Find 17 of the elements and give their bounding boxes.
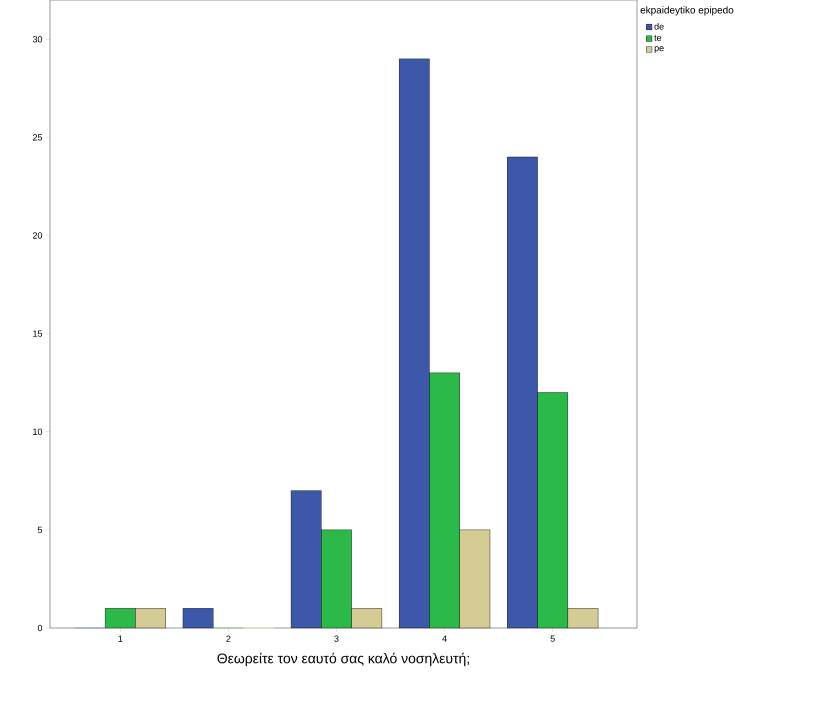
x-axis-title: Θεωρείτε τον εαυτό σας καλό νοσηλευτή; [217, 652, 469, 666]
y-tick-label: 30 [32, 36, 42, 42]
x-tick-label: 2 [226, 636, 230, 642]
legend-label: de [654, 23, 664, 30]
y-tick-label: 25 [32, 134, 42, 141]
y-tick-label: 15 [33, 330, 42, 337]
legend-label: te [654, 34, 662, 41]
y-tick-label: 0 [38, 624, 42, 632]
x-tick-label: 3 [334, 636, 339, 642]
y-tick-label: 10 [33, 428, 42, 435]
y-tick-label: 5 [38, 526, 42, 534]
legend-title: ekpaideytiko epipedo [640, 6, 734, 16]
legend-label: pe [654, 46, 664, 53]
x-tick-label: 4 [442, 636, 447, 642]
y-tick-label: 20 [32, 232, 42, 239]
x-tick-label: 1 [118, 636, 122, 642]
x-tick-label: 5 [550, 636, 555, 642]
